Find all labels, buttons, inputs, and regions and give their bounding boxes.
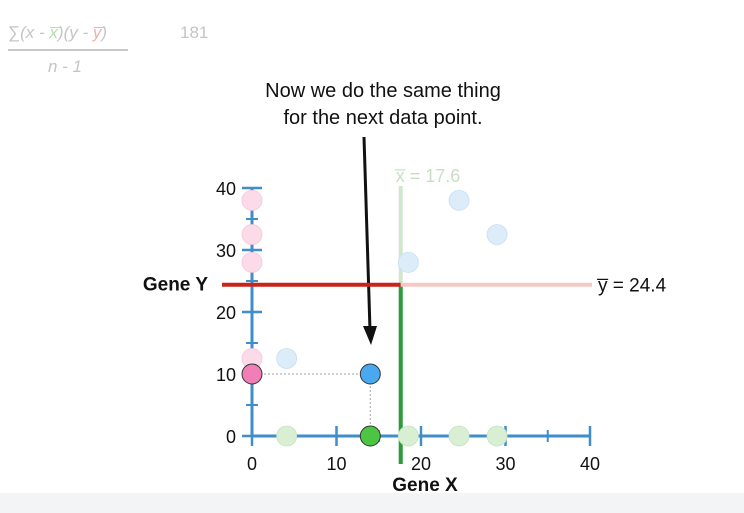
x-tick-label: 30 (495, 454, 515, 474)
formula-close-x: ) (56, 23, 64, 42)
y-tick-label: 10 (216, 365, 236, 385)
formula-denominator: n - 1 (48, 57, 82, 76)
y-tick-label: 20 (216, 303, 236, 323)
data-point (276, 348, 298, 369)
x-tick-label: 0 (247, 454, 257, 474)
covariance-formula: ∑(x - x̅)(y - y̅) n - 1 181 (8, 23, 208, 76)
x-tick-label: 20 (411, 454, 431, 474)
svg-text:∑(x - x̅)(y - y̅): ∑(x - x̅)(y - y̅) (8, 23, 107, 42)
formula-x-bar: x̅ (48, 23, 61, 42)
y-axis-title: Gene Y (143, 275, 208, 296)
x-tick-label: 10 (326, 454, 346, 474)
y-mean-label: y̅ = 24.4 (597, 276, 667, 297)
callout-arrow (362, 136, 377, 345)
caption: Now we do the same thing for the next da… (265, 80, 501, 129)
data-point-active (359, 363, 381, 385)
y-tick-label: 30 (216, 241, 236, 261)
x-tick-label: 40 (580, 454, 600, 474)
caption-line-2: for the next data point. (283, 107, 482, 129)
y-projection-point (241, 224, 263, 245)
y-projection-point (241, 251, 263, 273)
y-projection-point (241, 189, 263, 211)
formula-open-x: (x - (20, 23, 49, 42)
y-projection-point-active (241, 363, 263, 385)
formula-sum-symbol: ∑ (8, 23, 20, 42)
data-point (486, 224, 508, 245)
formula-close-y: ) (99, 23, 107, 42)
y-tick-label: 40 (216, 179, 236, 199)
x-mean-label: x̅ = 17.6 (394, 166, 460, 186)
caption-line-1: Now we do the same thing (265, 80, 501, 102)
data-point (397, 251, 419, 273)
x-projection-point (276, 425, 298, 447)
bottom-strip (0, 493, 744, 513)
formula-result: 181 (180, 23, 208, 42)
x-axis-title: Gene X (392, 475, 458, 496)
x-projection-point (397, 425, 419, 447)
plot-area: 0 10 20 30 40 0 10 20 30 40 Gene X Gene Y x̅ = 17.6 y… (143, 166, 667, 496)
data-point (448, 189, 470, 211)
formula-y-bar: y̅ (92, 23, 105, 42)
x-projection-point (448, 425, 470, 447)
formula-open-y: (y - (64, 23, 93, 42)
x-projection-point (486, 425, 508, 447)
x-projection-point-active (359, 425, 381, 447)
y-tick-label: 0 (226, 427, 236, 447)
